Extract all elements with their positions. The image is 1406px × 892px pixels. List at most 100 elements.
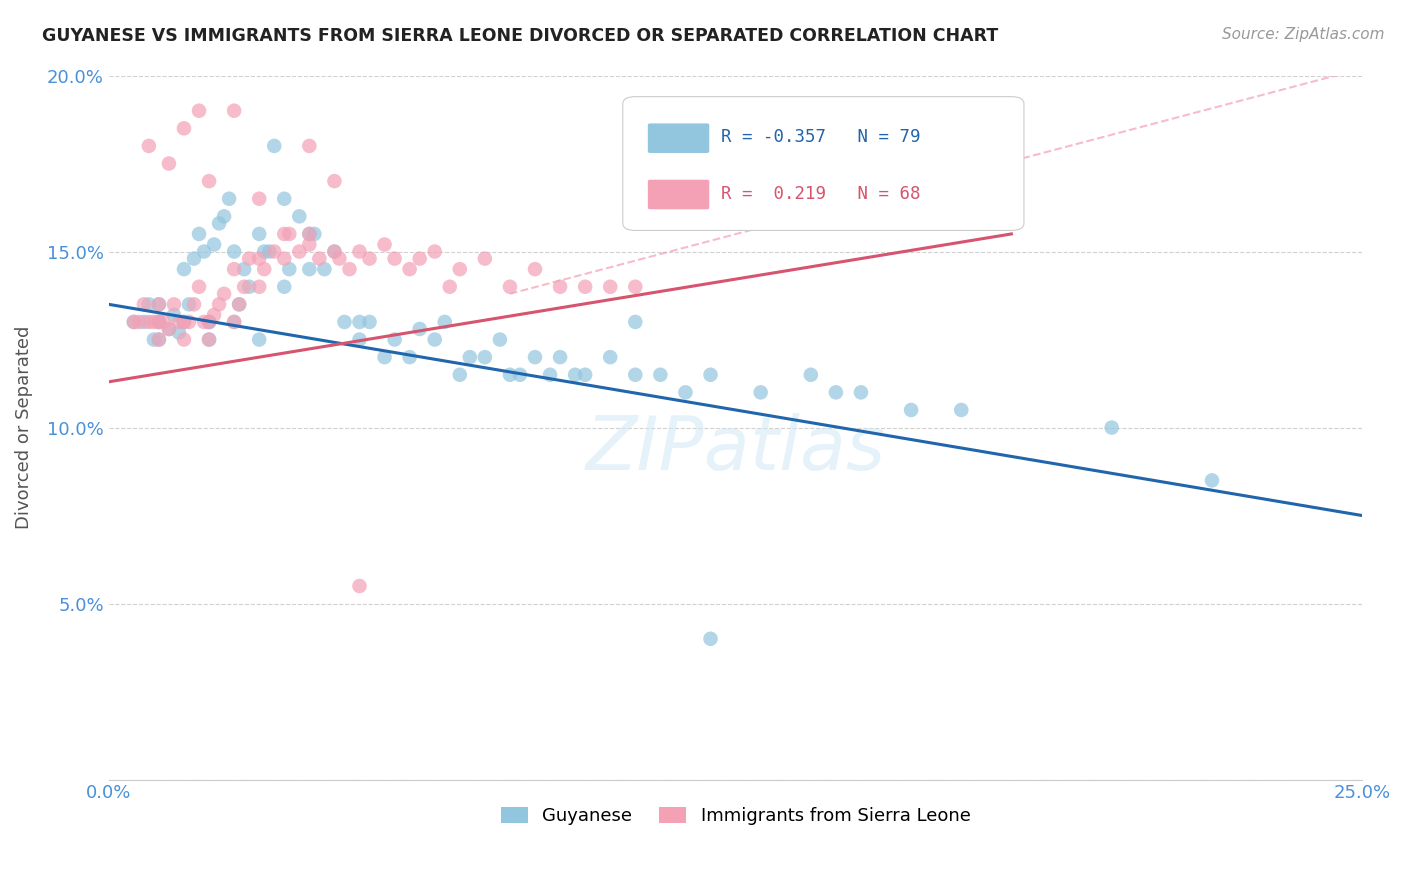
Point [198, 333, 221, 347]
Point [157, 322, 180, 336]
Y-axis label: Divorced or Separated: Divorced or Separated [15, 326, 32, 529]
Point [183, 252, 205, 266]
Point [148, 297, 170, 311]
Point [273, 192, 295, 206]
Point [1201, 474, 1223, 488]
Point [624, 279, 647, 293]
Point [548, 279, 571, 293]
Point [233, 279, 256, 293]
Point [253, 244, 276, 259]
FancyBboxPatch shape [648, 123, 709, 153]
Point [173, 315, 195, 329]
Text: ZIPatlas: ZIPatlas [585, 413, 886, 484]
Point [198, 315, 221, 329]
Point [650, 368, 672, 382]
Point [247, 192, 270, 206]
Point [132, 315, 155, 329]
Text: R = -0.357   N = 79: R = -0.357 N = 79 [720, 128, 920, 146]
Point [202, 308, 225, 322]
Point [548, 350, 571, 364]
Point [384, 333, 406, 347]
Point [247, 227, 270, 241]
Point [574, 279, 596, 293]
Point [148, 315, 170, 329]
Point [173, 315, 195, 329]
Point [323, 174, 346, 188]
Point [122, 315, 145, 329]
Point [148, 315, 170, 329]
Point [148, 297, 170, 311]
Point [148, 333, 170, 347]
Point [474, 252, 496, 266]
Point [212, 210, 235, 224]
Point [314, 262, 336, 277]
Point [825, 385, 848, 400]
Point [398, 262, 420, 277]
Point [202, 237, 225, 252]
Point [458, 350, 481, 364]
Point [224, 103, 246, 118]
Point [599, 279, 621, 293]
Point [624, 315, 647, 329]
Point [273, 252, 295, 266]
Point [675, 385, 697, 400]
Point [298, 227, 321, 241]
Point [157, 322, 180, 336]
Point [148, 315, 170, 329]
Point [304, 227, 326, 241]
Point [800, 368, 823, 382]
Point [198, 333, 221, 347]
Point [153, 315, 176, 329]
Point [433, 315, 456, 329]
Point [298, 262, 321, 277]
Text: R =  0.219   N = 68: R = 0.219 N = 68 [720, 185, 920, 202]
Point [238, 279, 260, 293]
Point [163, 308, 186, 322]
Point [273, 279, 295, 293]
Point [142, 315, 165, 329]
Point [138, 297, 160, 311]
Point [900, 403, 922, 417]
Point [173, 262, 195, 277]
Point [253, 262, 276, 277]
Point [359, 252, 381, 266]
Point [328, 252, 350, 266]
Point [1101, 420, 1123, 434]
Point [298, 227, 321, 241]
Point [224, 244, 246, 259]
Point [384, 252, 406, 266]
Point [198, 315, 221, 329]
Point [128, 315, 150, 329]
Point [198, 174, 221, 188]
Point [339, 262, 361, 277]
Point [499, 368, 522, 382]
Point [228, 297, 250, 311]
Point [408, 322, 430, 336]
Point [218, 192, 240, 206]
Point [323, 244, 346, 259]
Point [177, 315, 200, 329]
Point [374, 237, 396, 252]
Point [374, 350, 396, 364]
Point [349, 333, 371, 347]
Point [288, 244, 311, 259]
Point [193, 244, 215, 259]
Point [288, 210, 311, 224]
Point [474, 350, 496, 364]
Point [298, 237, 321, 252]
Point [439, 279, 461, 293]
Point [157, 156, 180, 170]
FancyBboxPatch shape [623, 96, 1024, 230]
Point [359, 315, 381, 329]
Point [163, 297, 186, 311]
Point [298, 139, 321, 153]
Point [193, 315, 215, 329]
Point [188, 227, 211, 241]
Point [509, 368, 531, 382]
Point [177, 297, 200, 311]
Point [449, 368, 471, 382]
Text: GUYANESE VS IMMIGRANTS FROM SIERRA LEONE DIVORCED OR SEPARATED CORRELATION CHART: GUYANESE VS IMMIGRANTS FROM SIERRA LEONE… [42, 27, 998, 45]
Point [142, 333, 165, 347]
Point [188, 279, 211, 293]
Point [749, 385, 772, 400]
